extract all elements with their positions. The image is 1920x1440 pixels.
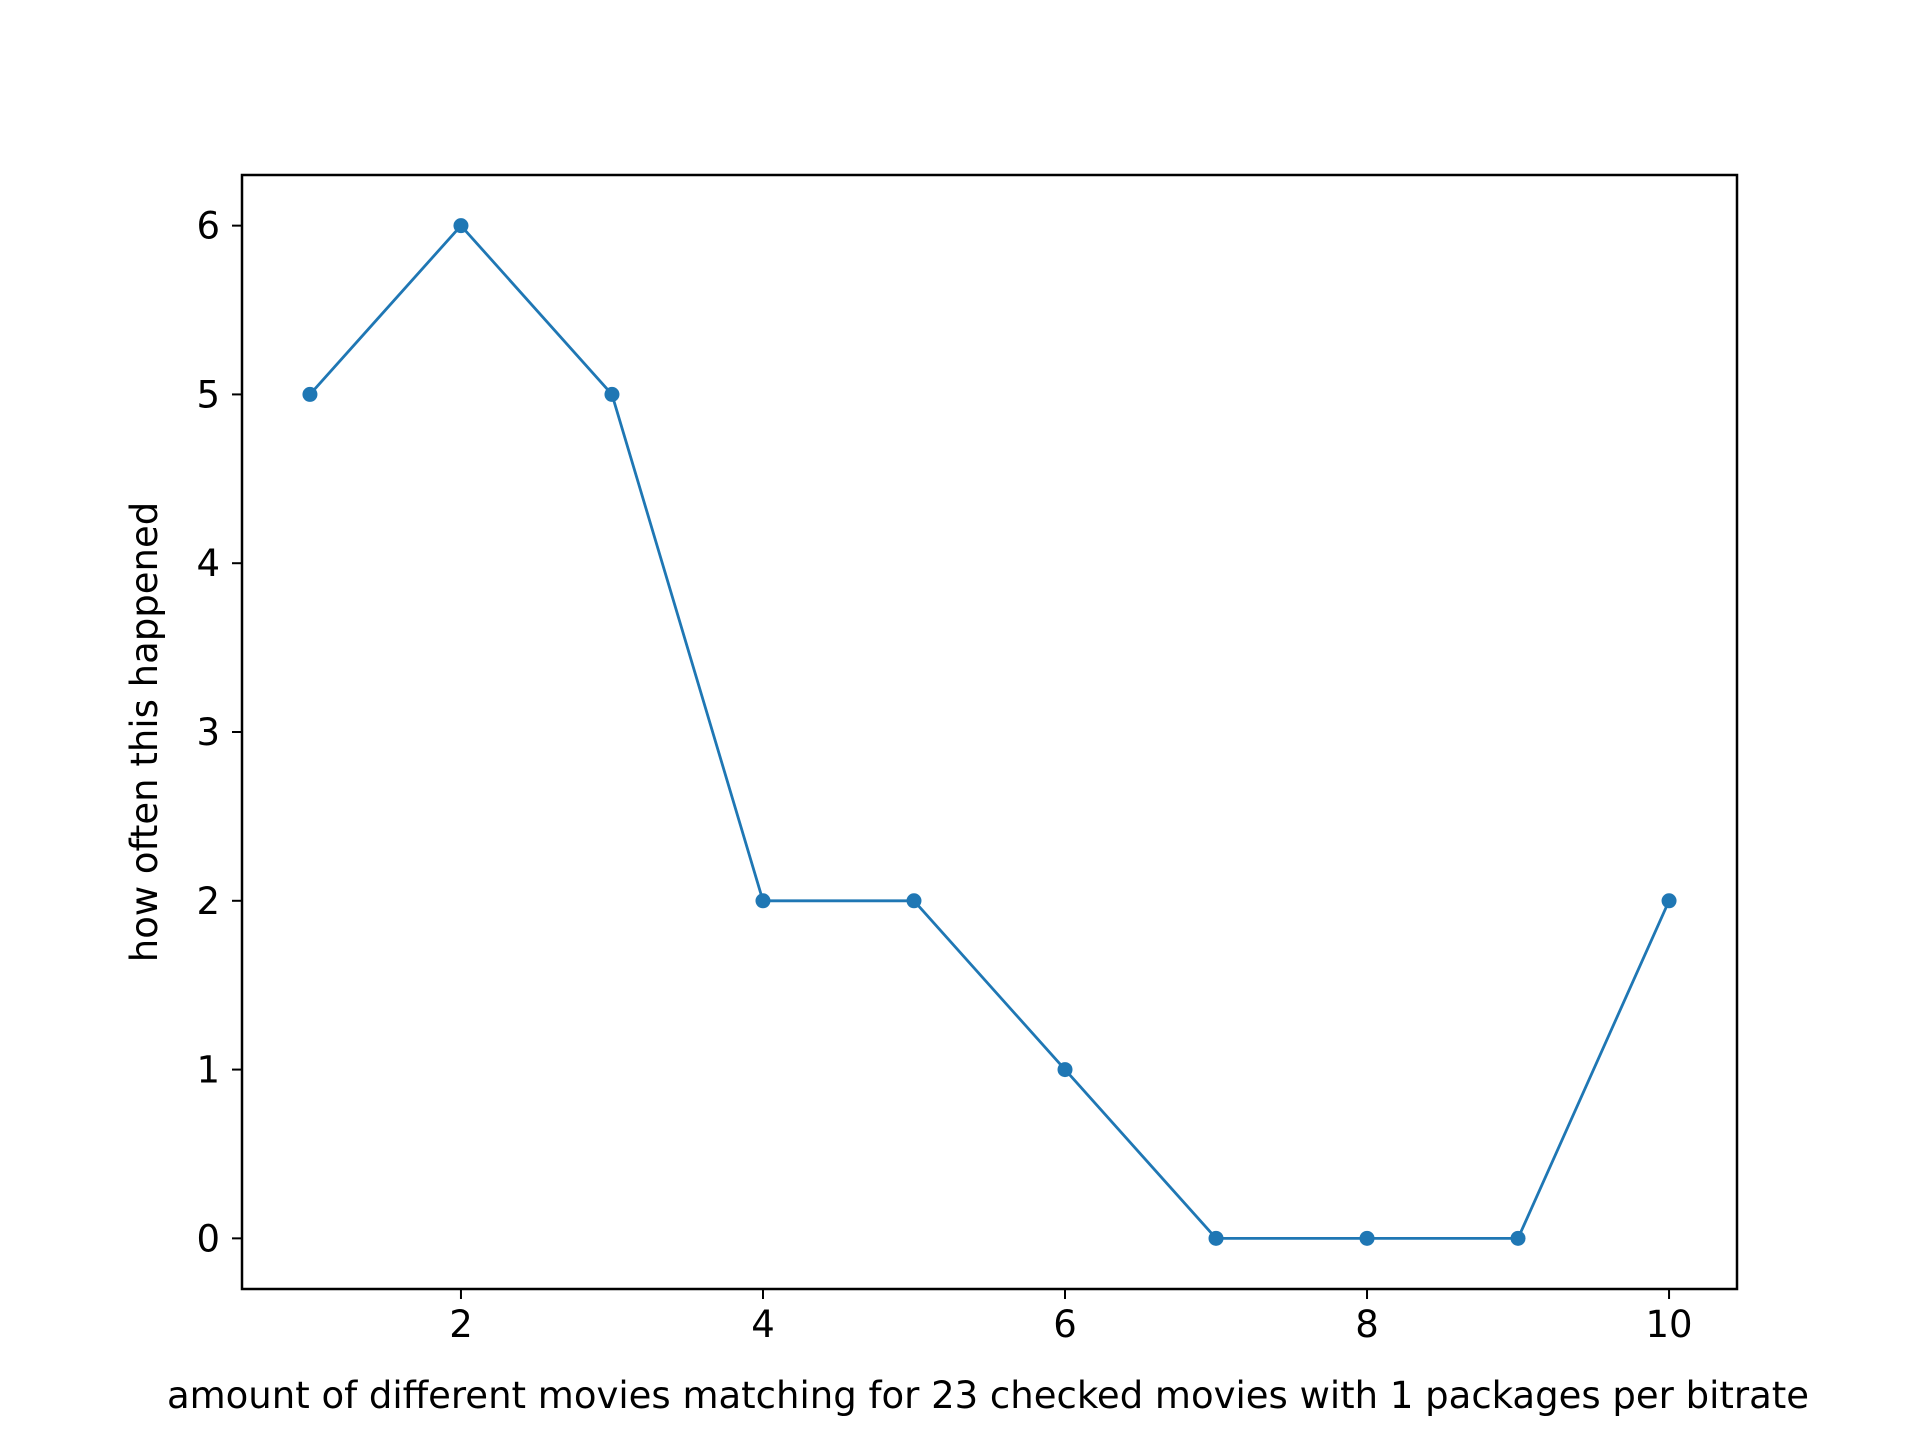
data-point <box>302 386 318 402</box>
data-point <box>755 893 771 909</box>
x-tick-label: 8 <box>1355 1303 1379 1346</box>
data-point <box>1359 1230 1375 1246</box>
x-tick-label: 2 <box>449 1303 473 1346</box>
y-tick-label: 3 <box>196 711 220 754</box>
y-axis-label: how often this happened <box>123 502 166 962</box>
y-axis-ticks: 0 1 2 3 4 5 6 <box>196 205 242 1260</box>
series-line-1 <box>308 224 1671 1240</box>
x-tick-label: 6 <box>1053 1303 1077 1346</box>
x-tick-label: 10 <box>1645 1303 1692 1346</box>
data-point <box>1057 1062 1073 1078</box>
y-tick-label: 4 <box>196 542 220 585</box>
y-tick-label: 2 <box>196 880 220 923</box>
data-point <box>1208 1230 1224 1246</box>
y-tick-label: 6 <box>196 205 220 248</box>
plot-layer <box>302 218 1677 1246</box>
data-point <box>906 893 922 909</box>
data-point <box>1661 893 1677 909</box>
data-point <box>453 218 469 234</box>
data-point <box>1510 1230 1526 1246</box>
x-tick-label: 4 <box>751 1303 775 1346</box>
y-tick-label: 1 <box>196 1049 220 1092</box>
data-point <box>604 386 620 402</box>
y-tick-label: 5 <box>196 373 220 416</box>
x-axis-label: amount of different movies matching for … <box>167 1374 1809 1417</box>
x-axis-ticks: 2 4 6 8 10 <box>449 1289 1693 1346</box>
y-tick-label: 0 <box>196 1217 220 1260</box>
